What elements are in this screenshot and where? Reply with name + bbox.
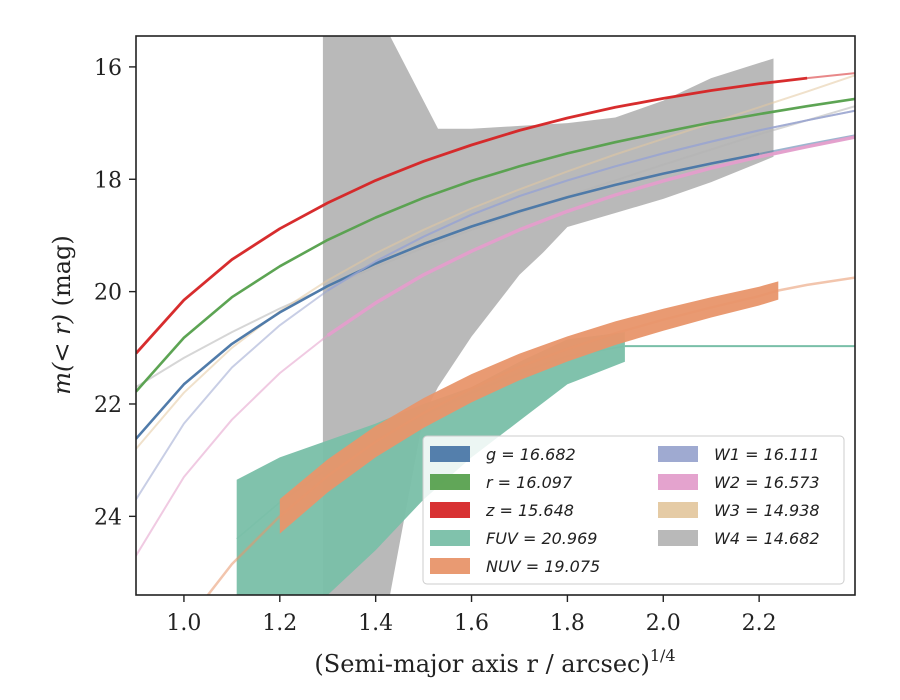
legend-swatch-z: [430, 502, 470, 518]
series-w4-line: [136, 105, 855, 388]
legend-swatch-w4: [658, 530, 698, 546]
legend-swatch-r: [430, 474, 470, 490]
y-tick-label: 16: [94, 56, 122, 81]
x-axis-title: (Semi-major axis r / arcsec)1/4: [314, 646, 675, 678]
w4-uncertainty-band: [322, 36, 774, 595]
legend-swatch-fuv: [430, 530, 470, 546]
legend-swatch-nuv: [430, 558, 470, 574]
x-tick-label: 2.0: [646, 611, 681, 636]
x-tick-label: 1.4: [358, 611, 393, 636]
legend-label-g: g = 16.682: [486, 445, 576, 464]
legend-label-r: r = 16.097: [486, 473, 573, 492]
legend-label-z: z = 15.648: [485, 501, 574, 520]
y-tick-label: 22: [94, 393, 122, 418]
series-z-observed: [136, 76, 808, 355]
legend-swatch-g: [430, 446, 470, 462]
legend-label-w4: W4 = 14.682: [714, 529, 820, 548]
legend-swatch-w3: [658, 502, 698, 518]
legend-label-w2: W2 = 16.573: [714, 473, 820, 492]
legend: g = 16.682 r = 16.097 z = 15.648 FUV = 20.9…: [422, 435, 845, 585]
nuv-uncertainty-band: [279, 281, 779, 534]
legend-swatch-w2: [658, 474, 698, 490]
y-tick-label: 24: [94, 505, 122, 530]
x-tick-label: 1.0: [166, 611, 201, 636]
x-axis-title-main: (Semi-major axis r / arcsec): [314, 650, 649, 678]
legend-label-w3: W3 = 14.938: [714, 501, 820, 520]
y-tick-label: 18: [94, 168, 122, 193]
legend-label-nuv: NUV = 19.075: [486, 557, 600, 576]
x-axis: 1.0 1.2 1.4 1.6 1.8 2.0 2.2: [166, 595, 777, 636]
plot-frame: [135, 35, 856, 596]
x-tick-label: 1.8: [550, 611, 585, 636]
legend-swatch-w1: [658, 446, 698, 462]
x-tick-label: 1.6: [454, 611, 489, 636]
y-axis: 16 18 20 22 24: [94, 56, 136, 530]
x-axis-title-sup: 1/4: [650, 646, 676, 665]
series-w1-observed: [327, 109, 855, 292]
y-axis-title-unit: (mag): [48, 235, 76, 314]
x-tick-label: 1.2: [262, 611, 297, 636]
legend-label-w1: W1 = 16.111: [714, 445, 820, 464]
y-axis-title: m(< r) (mag): [48, 235, 76, 395]
series-r-observed: [136, 97, 855, 393]
x-tick-label: 2.2: [742, 611, 777, 636]
legend-box: [422, 435, 845, 585]
series-w2-observed: [326, 135, 855, 337]
legend-label-fuv: FUV = 20.969: [486, 529, 597, 548]
series-g-observed: [136, 152, 760, 440]
y-tick-label: 20: [94, 281, 122, 306]
y-axis-title-main: m(< r): [48, 314, 76, 395]
